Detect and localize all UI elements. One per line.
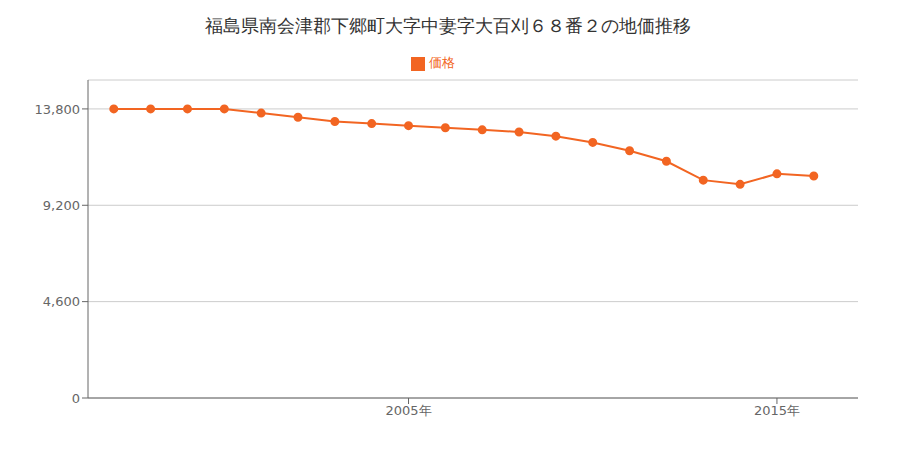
- svg-text:4,600: 4,600: [43, 294, 80, 309]
- svg-text:2015年: 2015年: [754, 403, 800, 418]
- svg-text:2005年: 2005年: [385, 403, 431, 418]
- svg-text:13,800: 13,800: [35, 102, 81, 117]
- svg-text:9,200: 9,200: [43, 198, 80, 213]
- svg-text:0: 0: [72, 391, 80, 406]
- html-text:福島県南会津郡下郷町大字中妻字大百刈６８番２の地価推移: 福島県南会津郡下郷町大字中妻字大百刈６８番２の地価推移: [205, 15, 691, 36]
- html-text:価格: 価格: [429, 55, 455, 70]
